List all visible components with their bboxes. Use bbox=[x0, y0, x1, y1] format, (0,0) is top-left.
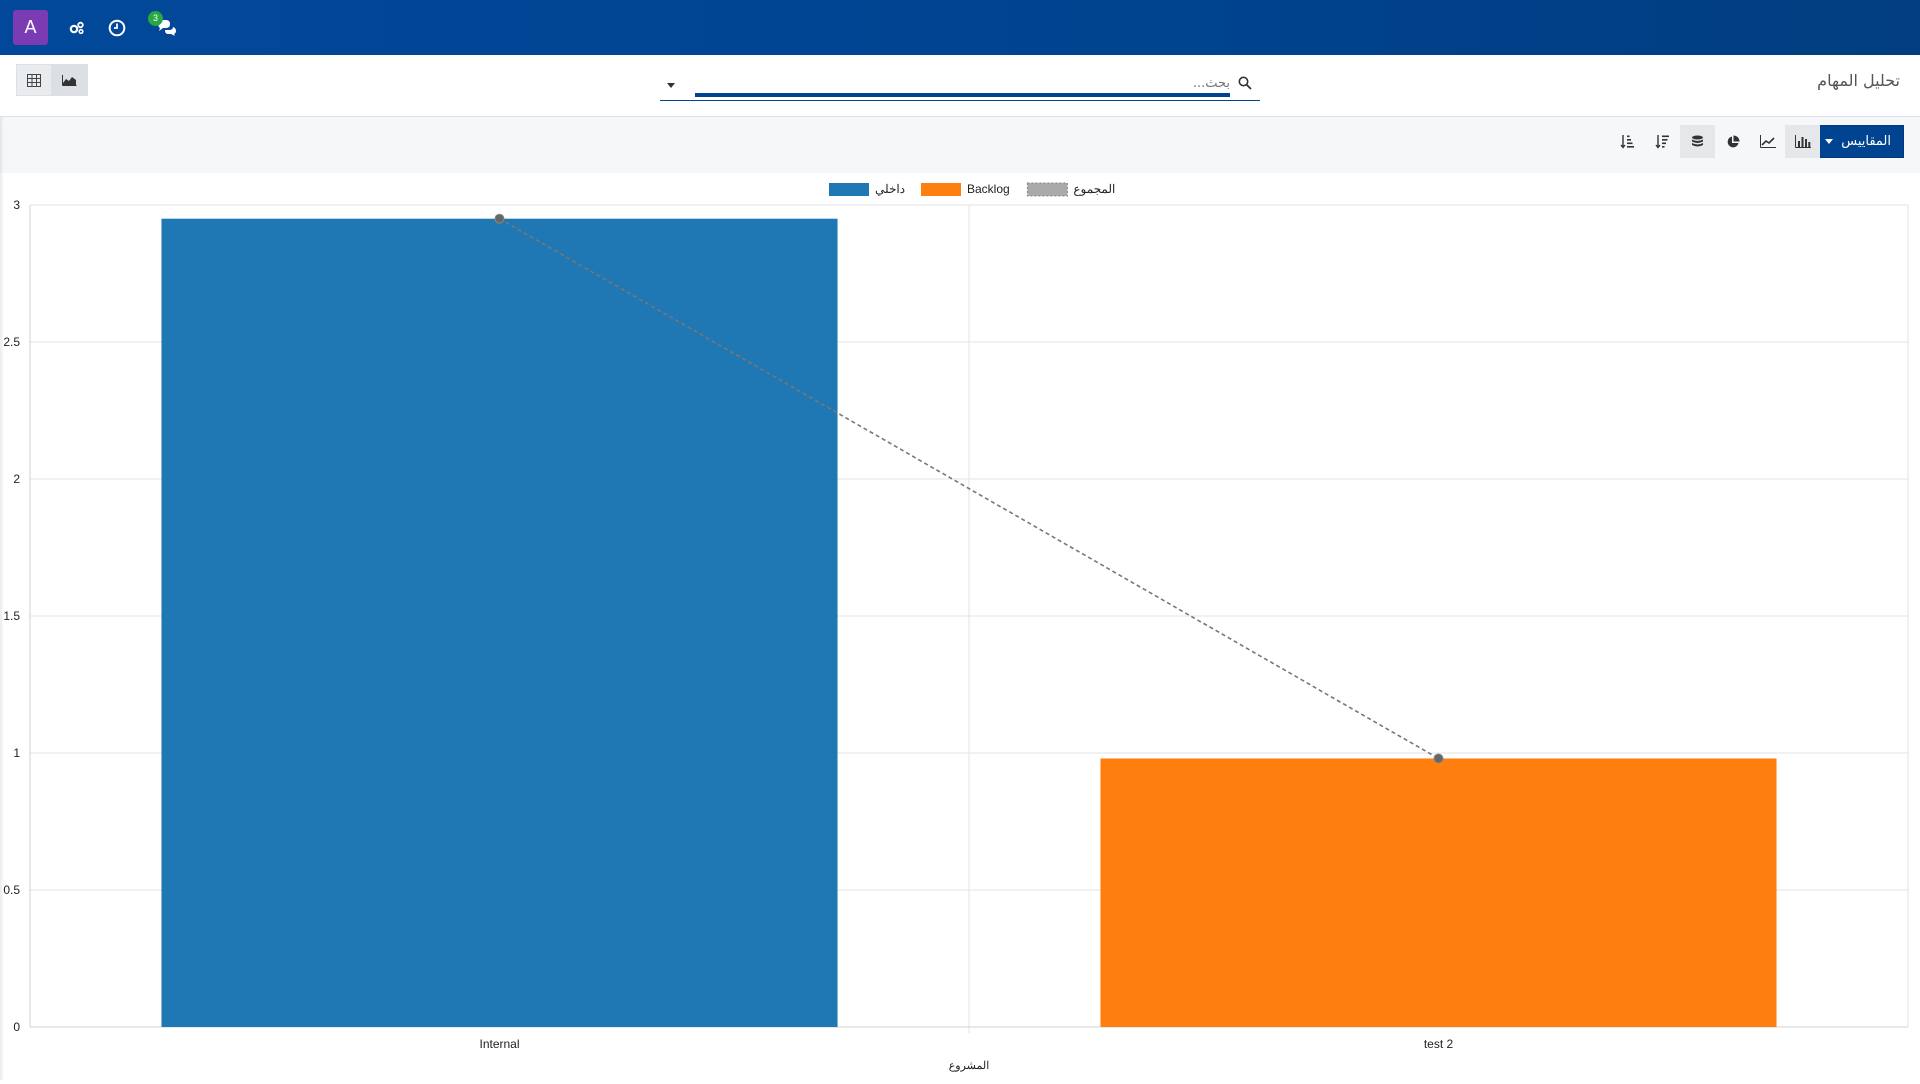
sort-desc-icon bbox=[1655, 135, 1669, 149]
x-tick-label: test 2 bbox=[1424, 1037, 1454, 1051]
y-tick-label: 2 bbox=[13, 472, 20, 486]
messages-badge: 3 bbox=[148, 10, 163, 26]
bar-chart-icon bbox=[1794, 135, 1811, 148]
search-bar bbox=[660, 67, 1260, 101]
graph-toolbar: المقاييس bbox=[0, 117, 1920, 173]
measures-dropdown-button[interactable]: المقاييس bbox=[1812, 125, 1904, 158]
legend-label: Backlog bbox=[967, 182, 1010, 196]
bar-chart: 0 0.5 1 1.5 2 2.5 3 Internal test 2 المشروع داخلي B… bbox=[3, 182, 1909, 1072]
table-view-button[interactable] bbox=[16, 64, 52, 96]
legend-swatch bbox=[829, 183, 869, 196]
sort-asc-icon bbox=[1620, 135, 1634, 149]
page-title: تحليل المهام bbox=[1817, 71, 1900, 90]
line-chart-icon bbox=[1759, 135, 1776, 148]
chat-icon[interactable]: 3 bbox=[148, 10, 178, 39]
bar-internal bbox=[161, 218, 838, 1027]
pie-chart-icon bbox=[1727, 135, 1739, 147]
sort-descending-button[interactable] bbox=[1645, 125, 1680, 158]
chart-area: 0 0.5 1 1.5 2 2.5 3 Internal test 2 المشروع داخلي B… bbox=[0, 173, 1920, 1080]
view-switcher bbox=[16, 64, 88, 96]
legend-label: داخلي bbox=[875, 182, 905, 196]
database-stack-icon bbox=[1692, 135, 1703, 146]
y-tick-label: 2.5 bbox=[3, 335, 20, 349]
sum-point bbox=[494, 213, 505, 224]
bar-chart-button[interactable] bbox=[1785, 125, 1820, 158]
y-tick-label: 1.5 bbox=[3, 609, 20, 623]
legend-swatch bbox=[1026, 182, 1068, 197]
left-edge-shadow bbox=[0, 117, 4, 1080]
y-tick-label: 3 bbox=[13, 198, 20, 212]
stacked-toggle-button[interactable] bbox=[1680, 125, 1715, 158]
y-tick-label: 1 bbox=[13, 746, 20, 760]
y-tick-label: 0.5 bbox=[3, 883, 20, 897]
search-input[interactable] bbox=[695, 73, 1230, 97]
measures-label: المقاييس bbox=[1841, 134, 1891, 149]
y-tick-label: 0 bbox=[13, 1020, 20, 1034]
bar-test-2 bbox=[1100, 758, 1777, 1027]
pie-chart-button[interactable] bbox=[1715, 125, 1750, 158]
area-chart-icon bbox=[62, 75, 77, 86]
x-tick-label: Internal bbox=[479, 1037, 519, 1051]
chevron-down-icon bbox=[1825, 139, 1834, 144]
search-icon[interactable] bbox=[1238, 75, 1252, 94]
graph-view-button[interactable] bbox=[52, 64, 88, 96]
top-navbar: A 3 bbox=[0, 0, 1920, 55]
legend-label: المجموع bbox=[1073, 182, 1115, 196]
x-axis-label: المشروع bbox=[949, 1060, 990, 1072]
clock-icon[interactable] bbox=[106, 17, 128, 39]
sum-point bbox=[1433, 753, 1444, 764]
avatar-letter: A bbox=[24, 17, 37, 37]
legend-swatch bbox=[921, 183, 961, 196]
table-icon bbox=[27, 73, 41, 87]
search-options-caret-icon[interactable] bbox=[666, 75, 676, 94]
line-chart-button[interactable] bbox=[1750, 125, 1785, 158]
user-avatar[interactable]: A bbox=[13, 10, 48, 45]
settings-gears-icon[interactable] bbox=[66, 17, 88, 39]
sort-ascending-button[interactable] bbox=[1610, 125, 1645, 158]
sum-line bbox=[499, 218, 1439, 760]
control-panel: تحليل المهام bbox=[0, 55, 1920, 117]
